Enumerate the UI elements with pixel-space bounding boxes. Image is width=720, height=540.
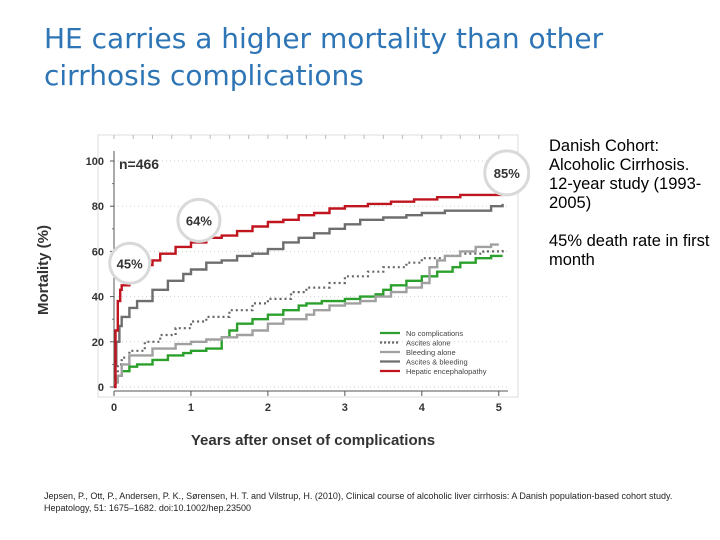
series-layer: [114, 193, 504, 389]
x-tick-label: 3: [342, 402, 348, 414]
x-axis-label: Years after onset of complications: [191, 432, 435, 449]
callout-label: 45%: [117, 256, 143, 271]
side-notes: Danish Cohort: Alcoholic Cirrhosis. 12-y…: [549, 137, 714, 289]
y-tick-label: 80: [92, 201, 104, 213]
y-tick-label: 20: [92, 337, 104, 349]
x-tick-label: 1: [188, 402, 194, 414]
plot-frame: [97, 134, 519, 398]
legend-label: Hepatic encephalopathy: [406, 367, 487, 376]
x-tick-label: 4: [419, 402, 426, 414]
x-tick-label: 0: [111, 402, 117, 414]
y-axis-label: Mortality (%): [35, 225, 52, 315]
death-rate-note: 45% death rate in first month: [549, 232, 710, 269]
callout-bubble: [108, 241, 152, 285]
callout-label: 64%: [186, 213, 212, 228]
mortality-chart: 0 20 40 60 80 100 0 1 2 3 4 5 No complications Ascit…: [30, 125, 531, 455]
series-line-ascites-bleeding: [114, 203, 504, 366]
slide-title: HE carries a higher mortality than other…: [44, 22, 604, 92]
x-tick-label: 2: [265, 402, 271, 414]
legend-label: Ascites & bleeding: [406, 358, 468, 367]
x-tick-label: 5: [496, 402, 502, 414]
series-line-ascites-alone: [114, 249, 504, 375]
series-line-no-complications: [114, 254, 503, 382]
callout-bubble: [483, 149, 531, 197]
legend-label: Ascites alone: [406, 339, 451, 348]
callout-layer: 45% 64% 85%: [108, 149, 531, 285]
grid-layer: [97, 134, 519, 398]
y-tick-label: 40: [92, 292, 104, 304]
legend-label: Bleeding alone: [406, 348, 456, 357]
y-tick-label: 0: [98, 382, 104, 394]
y-tick-label: 100: [86, 156, 104, 168]
callout-label: 85%: [494, 166, 520, 181]
series-line-hepatic-encephalopathy: [114, 193, 503, 389]
legend-label: No complications: [406, 329, 463, 338]
callout-bubble: [176, 197, 222, 243]
citation: Jepsen, P., Ott, P., Andersen, P. K., Sø…: [44, 491, 673, 513]
y-tick-label: 60: [92, 246, 104, 258]
n-annotation: n=466: [119, 156, 159, 172]
cohort-note: Danish Cohort: Alcoholic Cirrhosis. 12-y…: [549, 137, 702, 212]
series-line-bleeding-alone: [114, 243, 499, 384]
